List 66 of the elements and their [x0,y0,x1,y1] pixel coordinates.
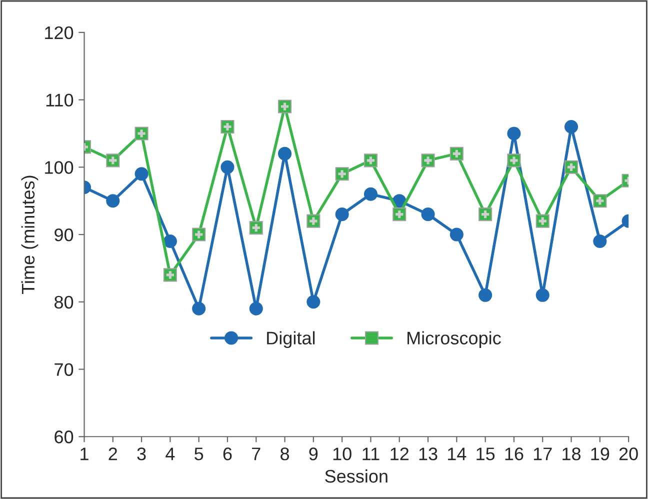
point [507,154,521,168]
x-tick-label: 7 [252,448,260,460]
y-tick-label: 120 [45,26,74,40]
point [220,120,234,134]
point [564,120,578,134]
point [278,146,292,160]
x-tick-label: 8 [280,448,290,460]
point [220,160,234,174]
x-tick-label: 14 [448,448,466,460]
point [450,228,464,242]
point [306,214,320,228]
point [564,160,578,174]
x-tick-label: 1 [80,448,88,460]
x-tick-label: 10 [333,448,352,460]
point [421,154,435,168]
x-tick-label: 9 [309,448,318,460]
x-tick-label: 2 [108,448,118,460]
x-tick-label: 6 [223,448,232,460]
point [106,194,120,208]
point [134,126,148,140]
x-tick-label: 20 [619,448,638,460]
x-tick-label: 11 [362,448,380,460]
point [593,234,607,248]
legend-label: Digital [267,331,315,348]
point [106,154,120,168]
point [450,146,464,160]
point [335,167,349,181]
point [364,154,378,168]
legend-label: Microscopic [408,331,501,348]
y-axis-title: Time (minutes) [21,176,38,294]
x-tick-label: 19 [591,448,610,460]
point [192,302,206,316]
y-tick-label: 100 [45,161,74,174]
x-tick-label: 16 [505,448,524,460]
x-tick-label: 12 [390,448,409,460]
point [593,194,607,208]
point [192,228,206,242]
point [163,268,177,282]
x-tick-label: 18 [562,448,581,460]
point [306,295,320,309]
point [249,221,263,235]
point [163,234,177,248]
point [364,187,378,201]
x-tick-label: 15 [476,448,495,460]
y-tick-label: 110 [46,94,74,107]
point [278,100,292,114]
x-tick-label: 13 [419,448,438,460]
point [478,288,492,302]
y-tick-label: 90 [54,228,74,242]
x-tick-label: 5 [194,448,204,460]
x-tick-label: 4 [166,448,175,460]
point [421,208,435,222]
y-tick-label: 80 [54,296,74,309]
point [507,126,521,140]
point [335,208,349,222]
y-tick-label: 70 [54,363,74,376]
x-tick-label: 3 [137,448,146,460]
point [478,208,492,222]
x-axis-title: Session [325,469,388,483]
point [536,288,550,302]
x-tick-label: 17 [534,448,552,460]
point [249,302,263,316]
point [134,167,148,181]
y-tick-label: 60 [54,430,74,444]
point [536,214,550,228]
point [392,208,406,222]
